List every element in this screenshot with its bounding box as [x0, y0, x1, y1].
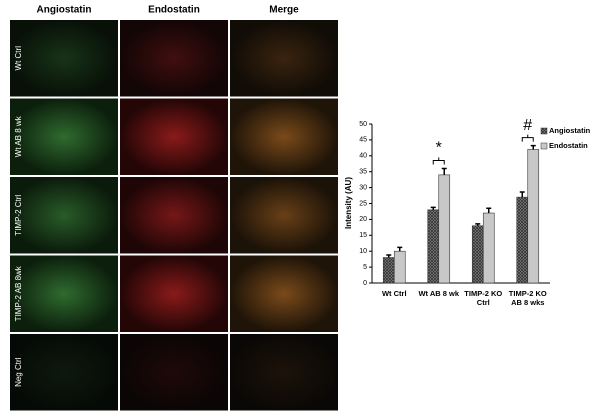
legend-swatch	[540, 127, 548, 135]
x-tick-label: TIMP-2 KO Ctrl	[464, 289, 503, 307]
y-tick-label: 5	[363, 264, 367, 271]
y-tick-label: 25	[359, 200, 367, 207]
y-tick-label: 50	[359, 121, 367, 128]
micrograph	[120, 98, 228, 175]
y-tick-label: 10	[359, 248, 367, 255]
bar	[471, 225, 484, 284]
column-header: Angiostatin	[37, 5, 92, 16]
row-label: Neg Ctrl	[14, 357, 23, 387]
x-tick-label: TIMP-2 KO AB 8 wks	[508, 289, 547, 307]
y-tick-label: 30	[359, 184, 367, 191]
x-tick-label: Wt AB 8 wk	[418, 289, 460, 298]
error-bar	[519, 191, 525, 198]
micrograph	[230, 20, 338, 97]
micrograph	[120, 255, 228, 332]
micrograph	[230, 255, 338, 332]
bar	[482, 212, 495, 284]
micrograph	[230, 177, 338, 254]
row-label: TIMP-2 Ctrl	[14, 195, 23, 236]
micrograph	[120, 20, 228, 97]
row-label: Wt AB 8 wk	[14, 115, 23, 157]
error-bar	[397, 246, 403, 252]
y-tick-label: 35	[359, 169, 367, 176]
y-tick-label: 45	[359, 137, 367, 144]
y-tick-label: 0	[363, 280, 367, 287]
x-tick-label: Wt Ctrl	[381, 289, 407, 298]
micrograph	[10, 98, 118, 175]
micrograph	[230, 334, 338, 411]
legend-label: Endostatin	[549, 141, 588, 150]
significance-bracket	[432, 157, 445, 165]
row-label: TIMP-2 AB 8wk	[14, 265, 23, 321]
error-bar	[441, 167, 447, 175]
column-header: Merge	[269, 5, 299, 16]
row-label: Wt Ctrl	[14, 46, 23, 71]
error-bar	[475, 223, 481, 226]
micrograph	[120, 334, 228, 411]
micrograph	[10, 177, 118, 254]
legend-label: Angiostatin	[549, 126, 591, 135]
significance-bracket	[521, 134, 534, 142]
error-bar	[430, 206, 436, 210]
y-axis-label: Intensity (AU)	[344, 177, 353, 229]
error-bar	[530, 144, 536, 150]
y-tick-label: 20	[359, 216, 367, 223]
micrograph	[10, 334, 118, 411]
micrograph	[10, 255, 118, 332]
bar	[438, 174, 451, 284]
bar	[382, 257, 395, 284]
micrograph	[10, 20, 118, 97]
error-bar	[486, 207, 492, 214]
bar	[393, 250, 406, 284]
error-bar	[386, 254, 392, 258]
y-tick-label: 15	[359, 232, 367, 239]
bar	[516, 196, 529, 284]
annotation: #	[523, 117, 532, 134]
y-tick-label: 40	[359, 153, 367, 160]
legend-swatch	[540, 142, 548, 150]
micrograph	[230, 98, 338, 175]
bar	[527, 149, 540, 284]
micrograph	[120, 177, 228, 254]
annotation: *	[436, 140, 442, 157]
column-header: Endostatin	[148, 5, 200, 16]
bar	[427, 209, 440, 284]
